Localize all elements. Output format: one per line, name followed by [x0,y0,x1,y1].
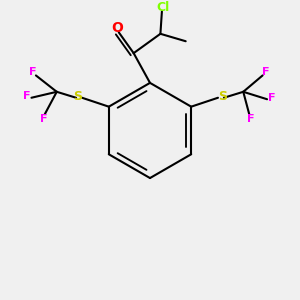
Text: F: F [28,68,36,77]
Text: S: S [73,90,82,103]
Text: F: F [247,114,254,124]
Text: F: F [262,68,270,77]
Text: F: F [23,91,31,101]
Text: O: O [111,21,123,35]
Text: F: F [268,93,275,103]
Text: S: S [218,90,227,103]
Text: F: F [40,114,47,124]
Text: Cl: Cl [157,1,170,14]
